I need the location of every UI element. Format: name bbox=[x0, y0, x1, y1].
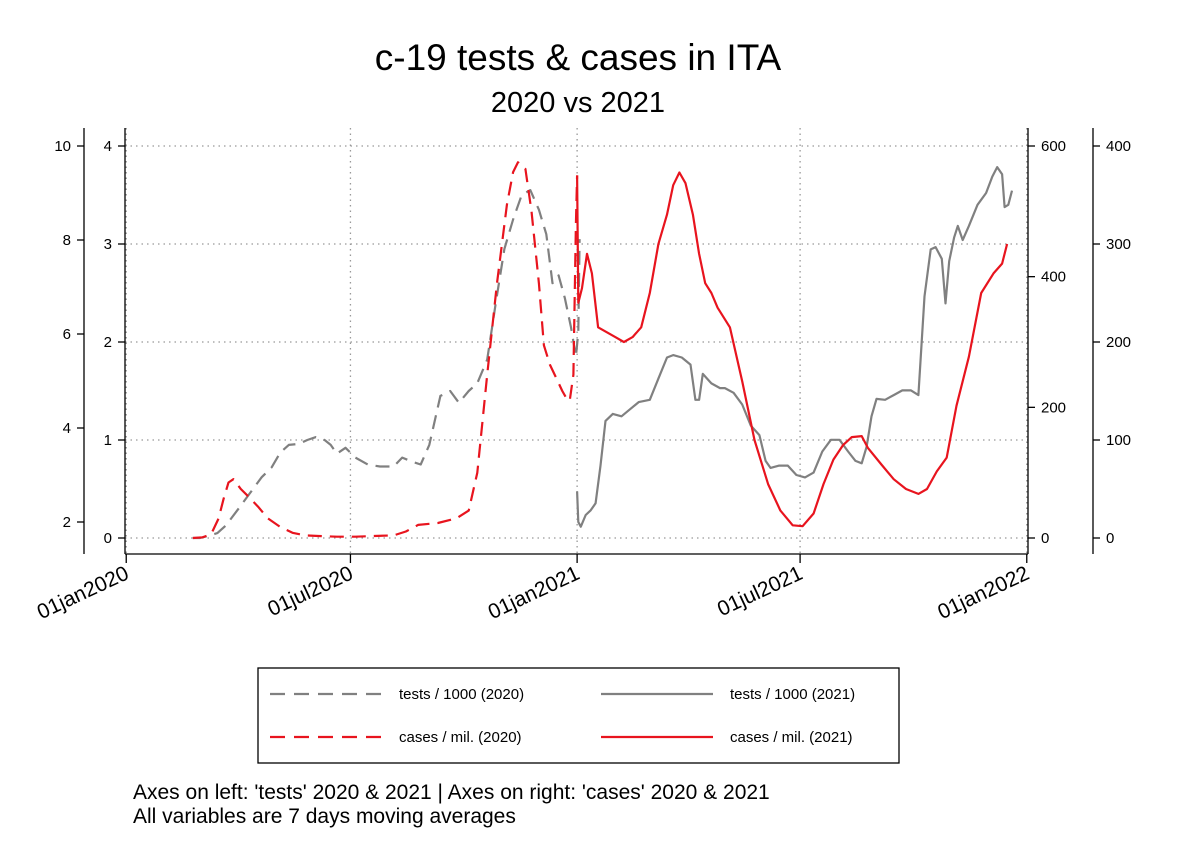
legend-box bbox=[257, 667, 900, 764]
axes bbox=[83, 128, 1094, 555]
series-line-cases-2020 bbox=[192, 161, 579, 540]
legend-label-tests-2020: tests / 1000 (2020) bbox=[399, 686, 524, 703]
y-tick-label-cases_2021: 0 bbox=[1106, 530, 1114, 547]
series-line-tests-2020 bbox=[192, 189, 581, 540]
y-tick-label-cases_2021: 300 bbox=[1106, 236, 1131, 253]
legend-label-cases-2020: cases / mil. (2020) bbox=[399, 729, 522, 746]
y-tick-label-tests_2020: 3 bbox=[104, 236, 112, 253]
y-tick-label-cases_2021: 200 bbox=[1106, 334, 1131, 351]
chart-title: c-19 tests & cases in ITA bbox=[375, 37, 782, 78]
y-tick-label-cases_2020: 200 bbox=[1041, 399, 1066, 416]
y-tick-label-tests_2021: 4 bbox=[63, 420, 71, 437]
chart-note-moving-average: All variables are 7 days moving averages bbox=[133, 805, 516, 828]
y-tick-label-cases_2020: 0 bbox=[1041, 530, 1049, 547]
series-line-tests-2021 bbox=[576, 166, 1014, 528]
y-tick-label-cases_2021: 400 bbox=[1106, 138, 1131, 155]
y-tick-label-tests_2020: 2 bbox=[104, 334, 112, 351]
x-tick-label: 01jan2020 bbox=[34, 562, 133, 624]
y-tick-label-tests_2020: 4 bbox=[104, 138, 112, 155]
y-tick-label-tests_2021: 2 bbox=[63, 514, 71, 531]
y-tick-label-tests_2021: 10 bbox=[54, 138, 71, 155]
axis-ticks: 246810012340200400600010020030040001jan2… bbox=[34, 138, 1131, 624]
y-tick-label-tests_2021: 6 bbox=[63, 326, 71, 343]
x-tick-label: 01jul2020 bbox=[264, 562, 356, 621]
legend-label-tests-2021: tests / 1000 (2021) bbox=[730, 686, 855, 703]
x-tick-label: 01jan2022 bbox=[934, 562, 1033, 624]
y-tick-label-cases_2021: 100 bbox=[1106, 432, 1131, 449]
y-tick-label-cases_2020: 400 bbox=[1041, 269, 1066, 286]
chart-subtitle: 2020 vs 2021 bbox=[491, 87, 665, 119]
series-lines bbox=[192, 161, 1014, 540]
x-tick-label: 01jan2021 bbox=[485, 562, 584, 624]
legend: tests / 1000 (2020) tests / 1000 (2021) … bbox=[257, 667, 900, 764]
series-line-cases-2021 bbox=[576, 171, 1009, 528]
y-tick-label-tests_2020: 0 bbox=[104, 530, 112, 547]
chart-note-axes: Axes on left: 'tests' 2020 & 2021 | Axes… bbox=[133, 781, 770, 804]
x-tick-label: 01jul2021 bbox=[714, 562, 806, 621]
y-tick-label-tests_2021: 8 bbox=[63, 232, 71, 249]
y-tick-label-cases_2020: 600 bbox=[1041, 138, 1066, 155]
legend-label-cases-2021: cases / mil. (2021) bbox=[730, 729, 853, 746]
y-tick-label-tests_2020: 1 bbox=[104, 432, 112, 449]
